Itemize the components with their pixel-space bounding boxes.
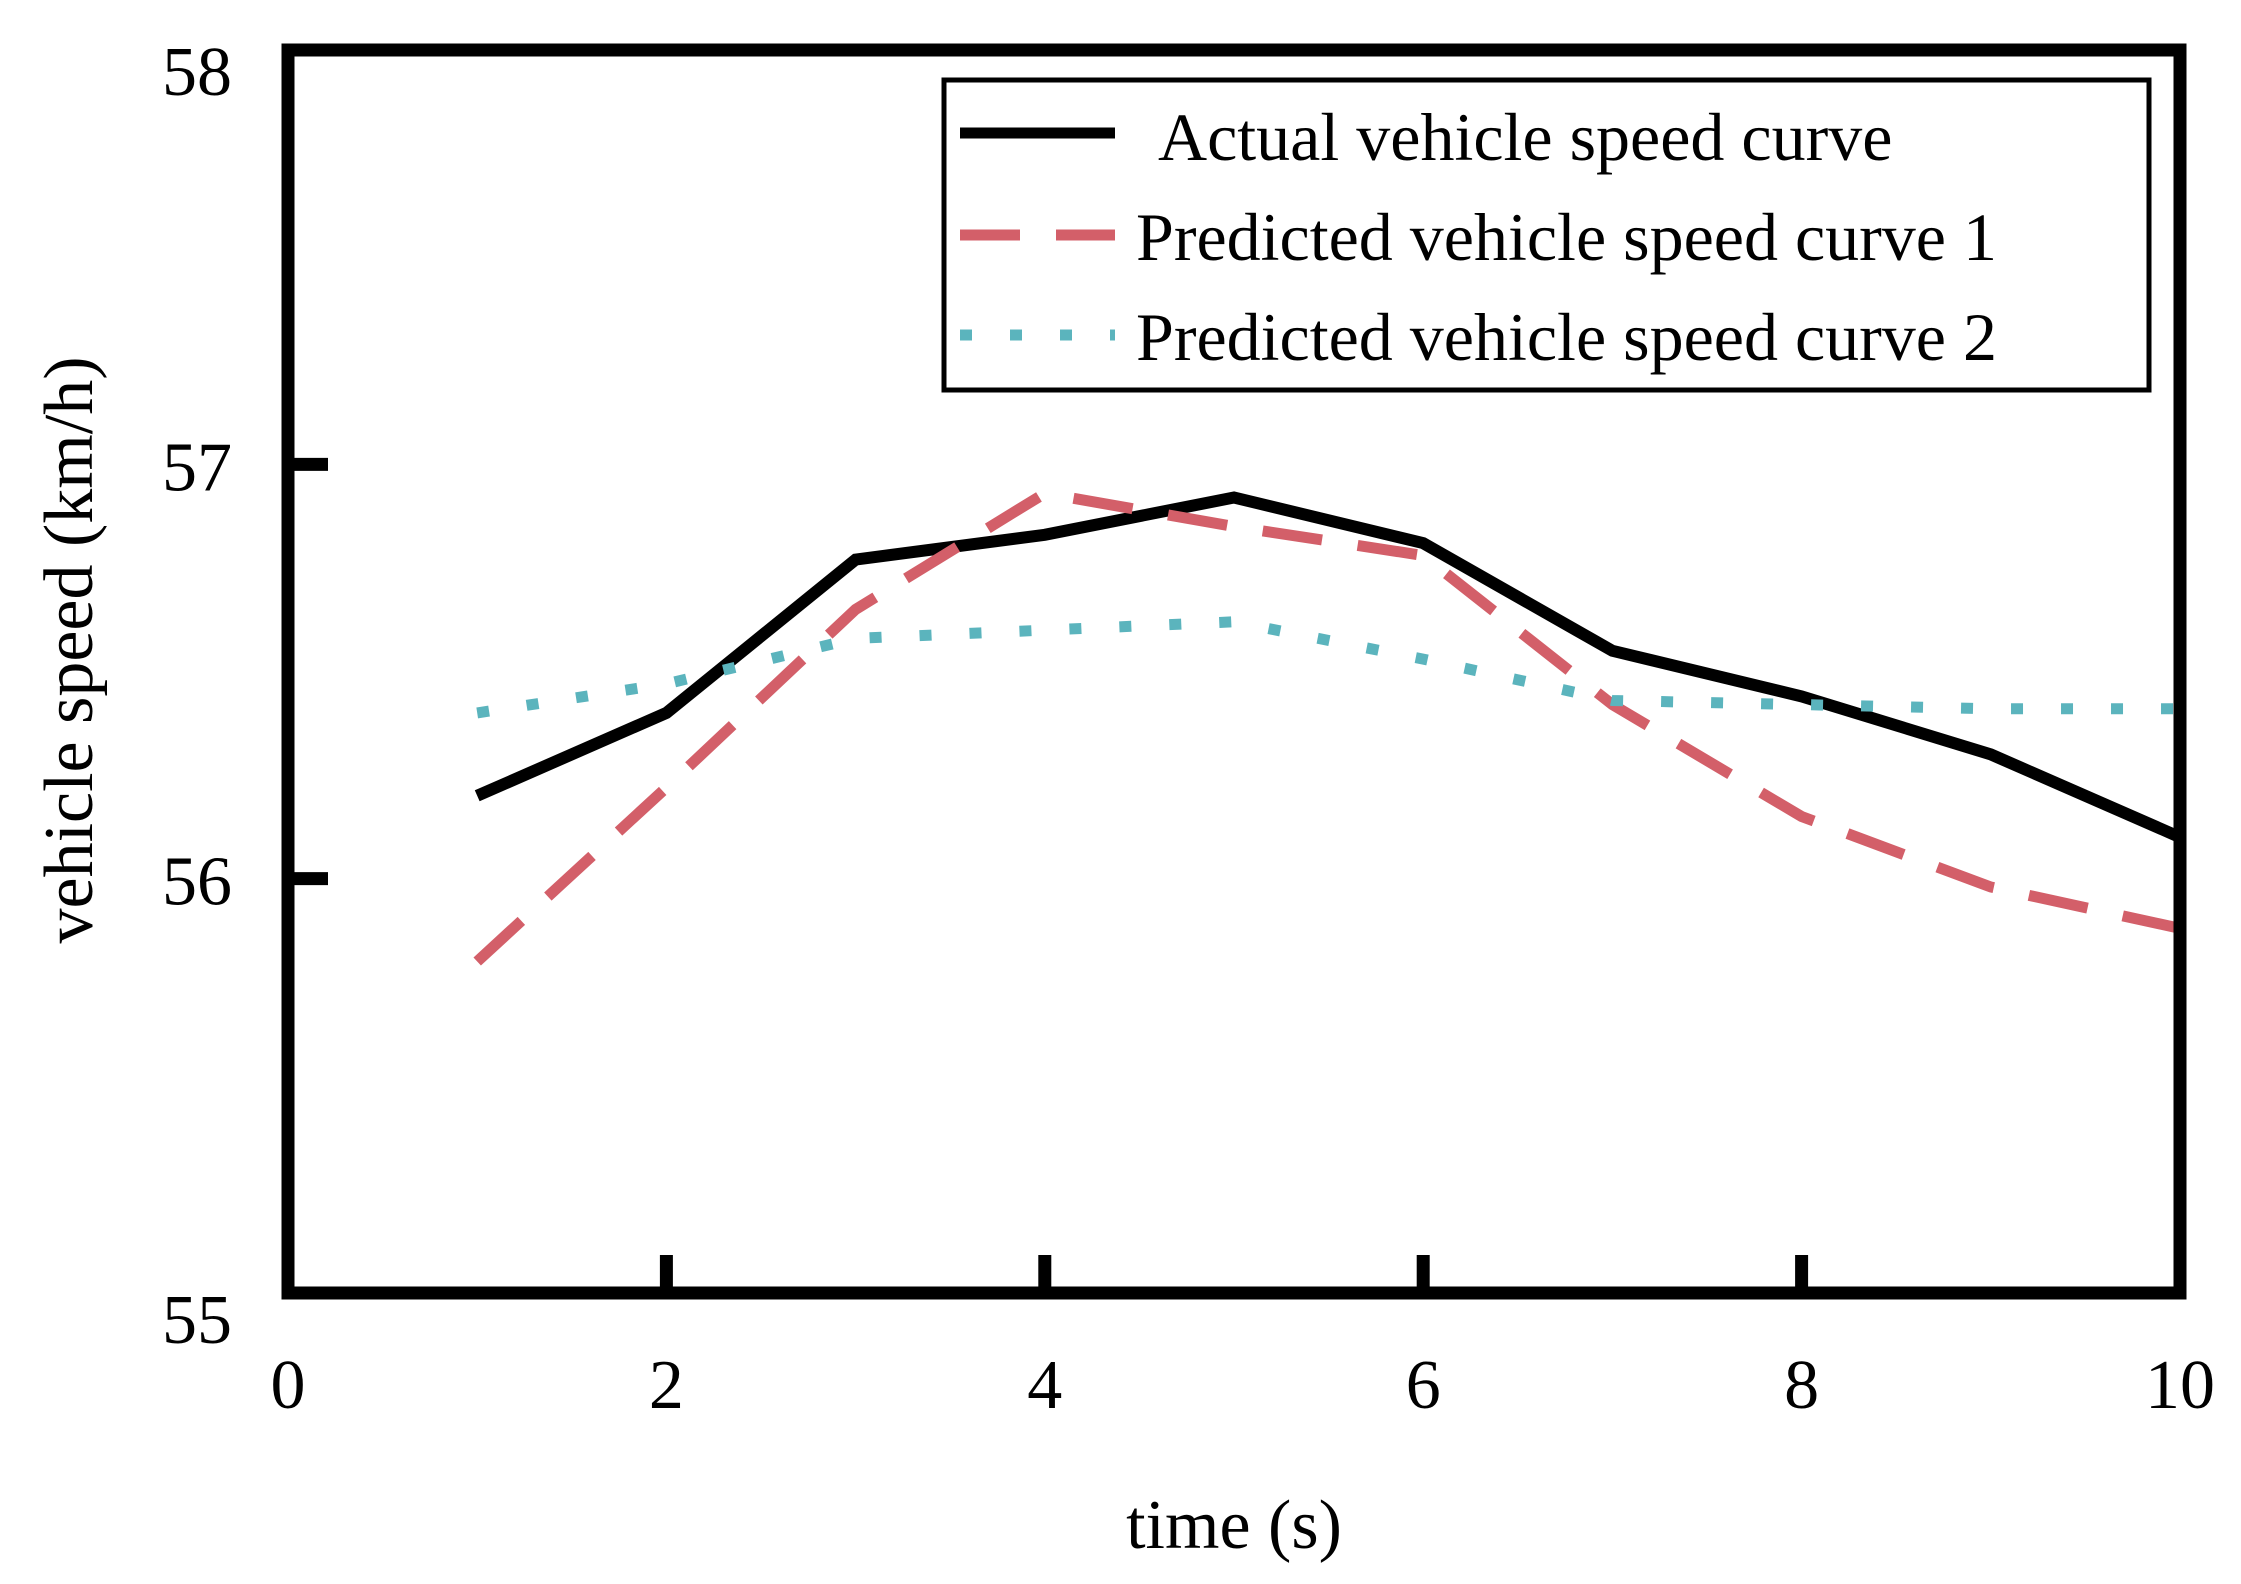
legend-label-predicted-1: Predicted vehicle speed curve 1 bbox=[1136, 199, 1997, 275]
y-tick-label-55: 55 bbox=[162, 1282, 232, 1359]
y-tick-label-57: 57 bbox=[162, 429, 232, 506]
y-axis-ticks: 55 56 57 58 bbox=[162, 34, 328, 1359]
x-tick-label-4: 4 bbox=[1027, 1347, 1062, 1424]
y-axis-title: vehicle speed (km/h) bbox=[31, 356, 108, 943]
x-tick-label-8: 8 bbox=[1784, 1347, 1819, 1424]
y-tick-label-56: 56 bbox=[162, 844, 232, 921]
series-line-1 bbox=[474, 491, 2183, 843]
x-axis-ticks: 0 2 4 6 8 10 bbox=[271, 1255, 2215, 1424]
x-tick-label-6: 6 bbox=[1406, 1347, 1441, 1424]
legend-box bbox=[941, 77, 2152, 393]
plot-frame bbox=[281, 43, 2187, 1300]
y-tick-label-58: 58 bbox=[162, 34, 232, 111]
legend: Actual vehicle speed curve Predicted veh… bbox=[941, 77, 2152, 393]
series-layer bbox=[473, 487, 2183, 966]
x-tick-label-0: 0 bbox=[271, 1347, 306, 1424]
x-axis-title: time (s) bbox=[1126, 1487, 1342, 1564]
x-tick-label-2: 2 bbox=[649, 1347, 684, 1424]
legend-label-actual: Actual vehicle speed curve bbox=[1158, 99, 1892, 175]
series-line-3 bbox=[476, 616, 2180, 719]
x-tick-label-10: 10 bbox=[2145, 1347, 2215, 1424]
legend-label-predicted-2: Predicted vehicle speed curve 2 bbox=[1136, 299, 1997, 375]
series-line-2 bbox=[473, 487, 2182, 966]
